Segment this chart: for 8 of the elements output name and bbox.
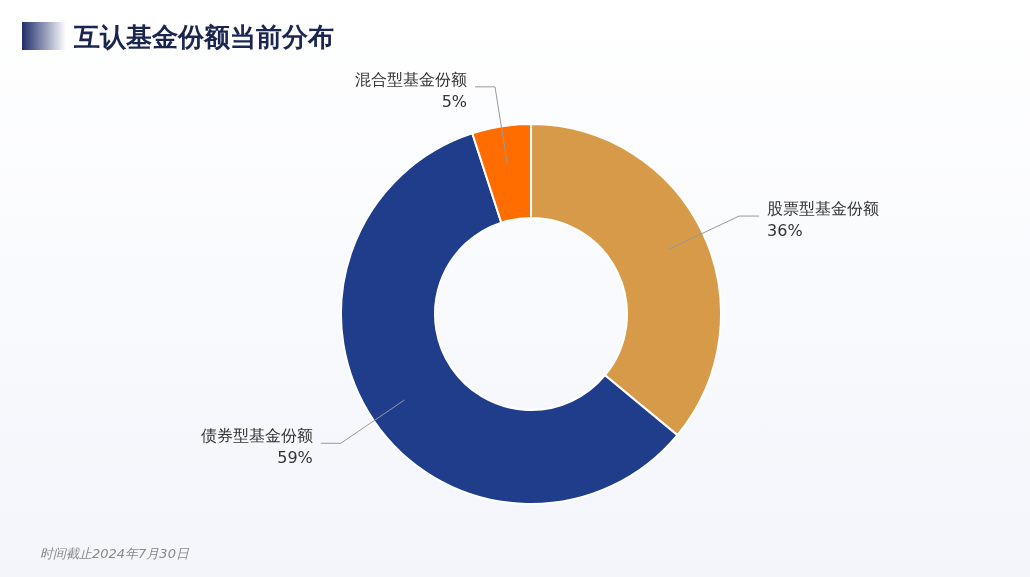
data-label: 5% <box>441 91 468 111</box>
data-label: 36% <box>767 221 803 241</box>
text: 时间截止2024年7月30日 <box>40 546 190 561</box>
data-label: 59% <box>277 448 313 468</box>
chart-title: 互认基金份额当前分布 <box>73 22 334 52</box>
slice-label: 混合型基金份额 <box>355 69 468 89</box>
slice-label: 债券型基金份额 <box>200 426 313 446</box>
slice-label: 股票型基金份额 <box>767 199 880 219</box>
